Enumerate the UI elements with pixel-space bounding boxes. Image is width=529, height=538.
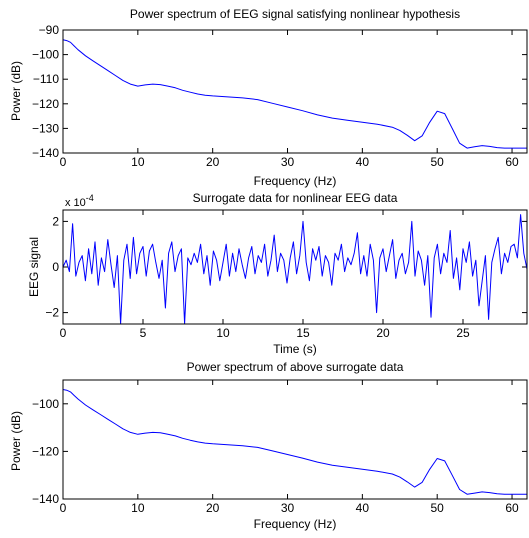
x-axis-label: Time (s): [273, 342, 317, 356]
series: [62, 214, 528, 325]
x-tick-label: 40: [356, 501, 370, 515]
series: [62, 39, 527, 149]
exponent-power: -4: [86, 193, 94, 203]
series-line: [62, 39, 527, 149]
x-tick-label: 20: [206, 155, 220, 169]
y-tick-label: −100: [32, 48, 59, 62]
y-axis-label: Power (dB): [9, 411, 23, 471]
x-tick-label: 0: [60, 326, 67, 340]
x-tick-label: 25: [456, 326, 470, 340]
x-tick-label: 20: [376, 326, 390, 340]
x-axis-label: Frequency (Hz): [254, 517, 337, 531]
panel-surrogate-eeg: x 10-4 Surrogate data for nonlinear EEG …: [27, 191, 528, 356]
exponent-label: x 10-4: [65, 193, 94, 209]
exponent-base: x 10: [65, 197, 86, 209]
plot-frame: [62, 209, 528, 325]
ticks: 0 10 20 30 40 50 60 −140 −120 −100: [32, 380, 527, 515]
x-tick-label: 0: [60, 155, 67, 169]
panel-title: Power spectrum of EEG signal satisfying …: [130, 7, 460, 21]
y-tick-label: 0: [52, 260, 59, 274]
series: [62, 389, 527, 495]
x-tick-label: 60: [505, 155, 519, 169]
x-tick-label: 0: [60, 501, 67, 515]
y-tick-label: −120: [32, 444, 59, 458]
x-tick-label: 10: [216, 326, 230, 340]
y-tick-label: 2: [52, 214, 59, 228]
panel-title: Surrogate data for nonlinear EEG data: [193, 191, 398, 205]
y-tick-label: −2: [45, 306, 59, 320]
panel-title: Power spectrum of above surrogate data: [187, 360, 404, 374]
series-line: [62, 214, 528, 325]
y-axis-label: EEG signal: [27, 237, 41, 297]
y-tick-label: −140: [32, 146, 59, 160]
x-tick-label: 40: [356, 155, 370, 169]
y-tick-label: −140: [32, 492, 59, 506]
y-tick-label: −90: [39, 23, 60, 37]
x-tick-label: 50: [431, 155, 445, 169]
y-tick-label: −100: [32, 397, 59, 411]
y-axis-label: Power (dB): [9, 61, 23, 121]
x-tick-label: 30: [281, 501, 295, 515]
plot-frame: [62, 29, 528, 154]
plot-frame: [62, 379, 528, 500]
y-tick-label: −120: [32, 97, 59, 111]
x-tick-label: 60: [505, 501, 519, 515]
ticks: 0 5 10 15 20 25−202: [45, 210, 527, 340]
ticks: 0 10 20 30 40 50 60 −140 −130 −120 −110 −100 −90: [32, 23, 527, 169]
x-tick-label: 15: [296, 326, 310, 340]
x-tick-label: 20: [206, 501, 220, 515]
x-tick-label: 50: [431, 501, 445, 515]
x-tick-label: 10: [131, 155, 145, 169]
panel-power-spectrum-surrogate: Power spectrum of above surrogate data P…: [9, 360, 528, 531]
y-tick-label: −110: [33, 72, 59, 86]
x-tick-label: 30: [281, 155, 295, 169]
x-tick-label: 10: [131, 501, 145, 515]
x-axis-label: Frequency (Hz): [254, 174, 337, 188]
panel-power-spectrum-eeg: Power spectrum of EEG signal satisfying …: [9, 7, 528, 188]
x-tick-label: 5: [140, 326, 147, 340]
y-tick-label: −130: [32, 121, 59, 135]
series-line: [62, 389, 527, 495]
